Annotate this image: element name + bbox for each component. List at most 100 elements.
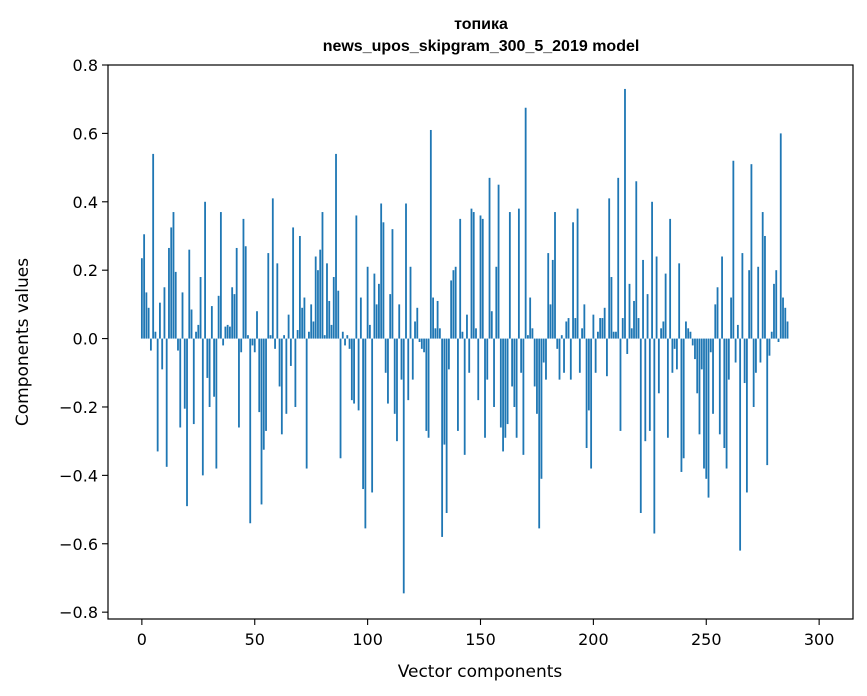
bar-44 — [240, 338, 243, 353]
bar-128 — [429, 129, 432, 339]
bar-83 — [328, 300, 331, 339]
bar-204 — [601, 318, 604, 339]
bar-191 — [572, 222, 574, 339]
bar-280 — [773, 283, 775, 339]
bar-281 — [775, 270, 778, 339]
bar-75 — [310, 304, 313, 339]
bar-254 — [714, 304, 717, 339]
bar-125 — [423, 338, 425, 353]
bar-49 — [251, 338, 254, 346]
bar-263 — [734, 338, 737, 363]
bar-117 — [405, 203, 407, 339]
bar-238 — [678, 263, 681, 339]
y-tick-label: −0.8 — [59, 603, 98, 622]
x-axis-ticks: 0 50 100 150 200 250 300 — [137, 619, 835, 649]
bar-86 — [335, 153, 337, 339]
bar-192 — [574, 318, 577, 339]
bar-255 — [716, 287, 719, 339]
bar-20 — [186, 338, 188, 507]
bar-35 — [219, 212, 222, 339]
bar-266 — [741, 253, 744, 339]
bar-190 — [569, 338, 572, 380]
bar-15 — [174, 271, 177, 339]
x-tick-label: 100 — [352, 630, 383, 649]
bar-78 — [317, 270, 319, 339]
x-tick-label: 50 — [245, 630, 265, 649]
bar-212 — [619, 338, 622, 431]
bar-32 — [213, 338, 216, 397]
bar-239 — [680, 338, 683, 472]
x-tick-label: 300 — [804, 630, 835, 649]
bar-285 — [784, 307, 787, 339]
bar-221 — [639, 338, 642, 513]
bar-166 — [515, 338, 518, 438]
bar-213 — [621, 318, 624, 339]
bar-208 — [610, 277, 613, 339]
bar-169 — [522, 338, 525, 455]
bar-235 — [671, 338, 674, 373]
bar-5 — [152, 153, 155, 339]
x-tick-label: 0 — [137, 630, 147, 649]
bar-274 — [759, 338, 762, 363]
bar-67 — [292, 227, 295, 339]
bar-233 — [666, 338, 669, 438]
bar-46 — [244, 246, 247, 339]
bar-10 — [163, 287, 166, 339]
bar-268 — [745, 338, 748, 493]
bar-150 — [479, 215, 482, 339]
x-axis-label: Vector components — [398, 662, 563, 682]
bar-94 — [353, 338, 355, 404]
bar-194 — [578, 338, 581, 373]
bar-131 — [436, 300, 439, 339]
bar-106 — [380, 203, 383, 339]
bar-58 — [271, 198, 274, 339]
bar-211 — [617, 177, 620, 339]
bar-9 — [161, 338, 164, 370]
bar-159 — [499, 338, 502, 428]
bar-126 — [425, 338, 428, 431]
bar-186 — [560, 335, 563, 339]
bar-112 — [393, 338, 396, 414]
bar-55 — [265, 338, 267, 431]
bar-14 — [172, 212, 175, 339]
bar-145 — [468, 338, 471, 373]
bar-206 — [606, 338, 608, 377]
bar-28 — [204, 201, 206, 339]
bar-222 — [642, 259, 644, 339]
bar-130 — [434, 328, 437, 339]
bar-180 — [547, 253, 550, 339]
bar-134 — [443, 338, 446, 445]
bar-88 — [339, 338, 342, 459]
bar-284 — [782, 297, 784, 339]
bar-157 — [495, 266, 498, 339]
bar-29 — [206, 338, 209, 378]
bar-164 — [511, 338, 514, 387]
bar-108 — [384, 338, 387, 373]
bar-171 — [527, 335, 529, 339]
bar-102 — [371, 338, 374, 493]
bar-149 — [477, 338, 480, 401]
bar-200 — [592, 314, 595, 339]
bar-136 — [447, 338, 450, 370]
bar-18 — [181, 292, 184, 339]
bar-133 — [441, 338, 444, 537]
bar-161 — [504, 338, 507, 438]
bar-230 — [660, 328, 663, 339]
bar-91 — [346, 335, 349, 339]
bar-147 — [472, 212, 475, 339]
bar-27 — [201, 338, 204, 476]
bar-264 — [736, 324, 739, 339]
bar-156 — [493, 338, 495, 407]
bar-199 — [590, 338, 593, 469]
bar-96 — [357, 338, 360, 411]
y-tick-label: 0.6 — [73, 124, 98, 143]
bar-109 — [387, 338, 389, 404]
bar-278 — [768, 338, 771, 356]
bar-195 — [581, 328, 583, 339]
bar-196 — [583, 304, 586, 339]
bar-249 — [703, 338, 705, 469]
bar-34 — [217, 295, 220, 339]
bar-231 — [662, 321, 665, 339]
y-tick-label: −0.2 — [59, 398, 98, 417]
bar-59 — [274, 338, 276, 349]
